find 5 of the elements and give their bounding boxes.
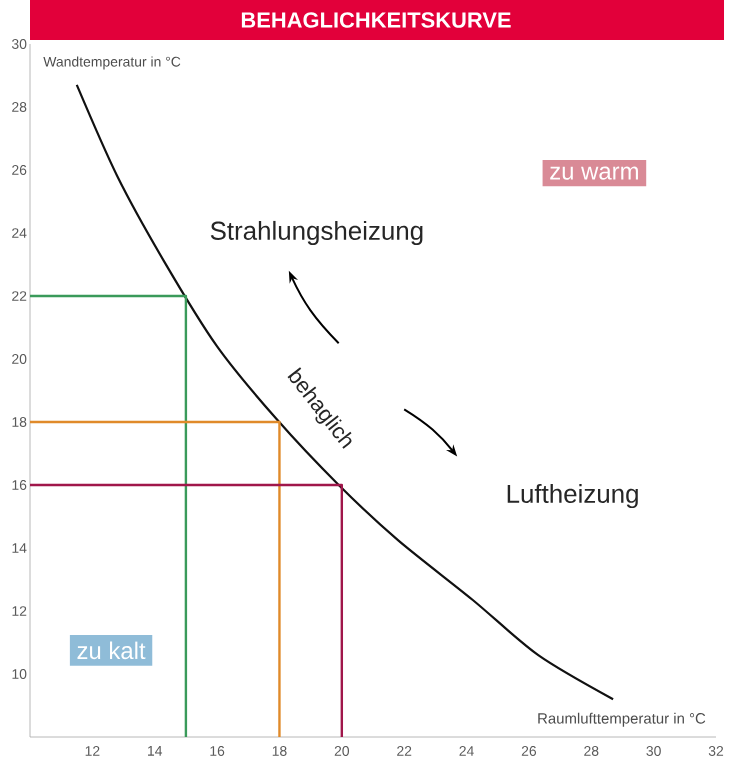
annotation: Luftheizung: [507, 483, 638, 509]
annotation: Strahlungsheizung: [210, 220, 423, 246]
chart-title: BEHAGLICHKEITSKURVE: [241, 12, 511, 28]
annotation: zu kalt: [77, 641, 146, 660]
annotation: zu warm: [550, 166, 638, 180]
